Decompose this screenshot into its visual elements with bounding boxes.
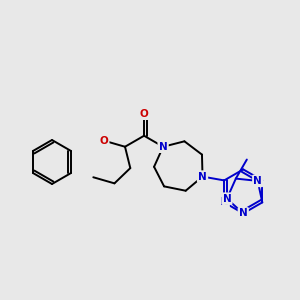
Text: N: N — [223, 194, 231, 204]
Text: N: N — [159, 142, 167, 152]
Text: O: O — [140, 109, 148, 119]
Text: N: N — [198, 172, 207, 182]
Text: O: O — [100, 136, 108, 146]
Text: N: N — [220, 197, 229, 207]
Text: N: N — [253, 176, 262, 186]
Text: N: N — [239, 208, 248, 218]
